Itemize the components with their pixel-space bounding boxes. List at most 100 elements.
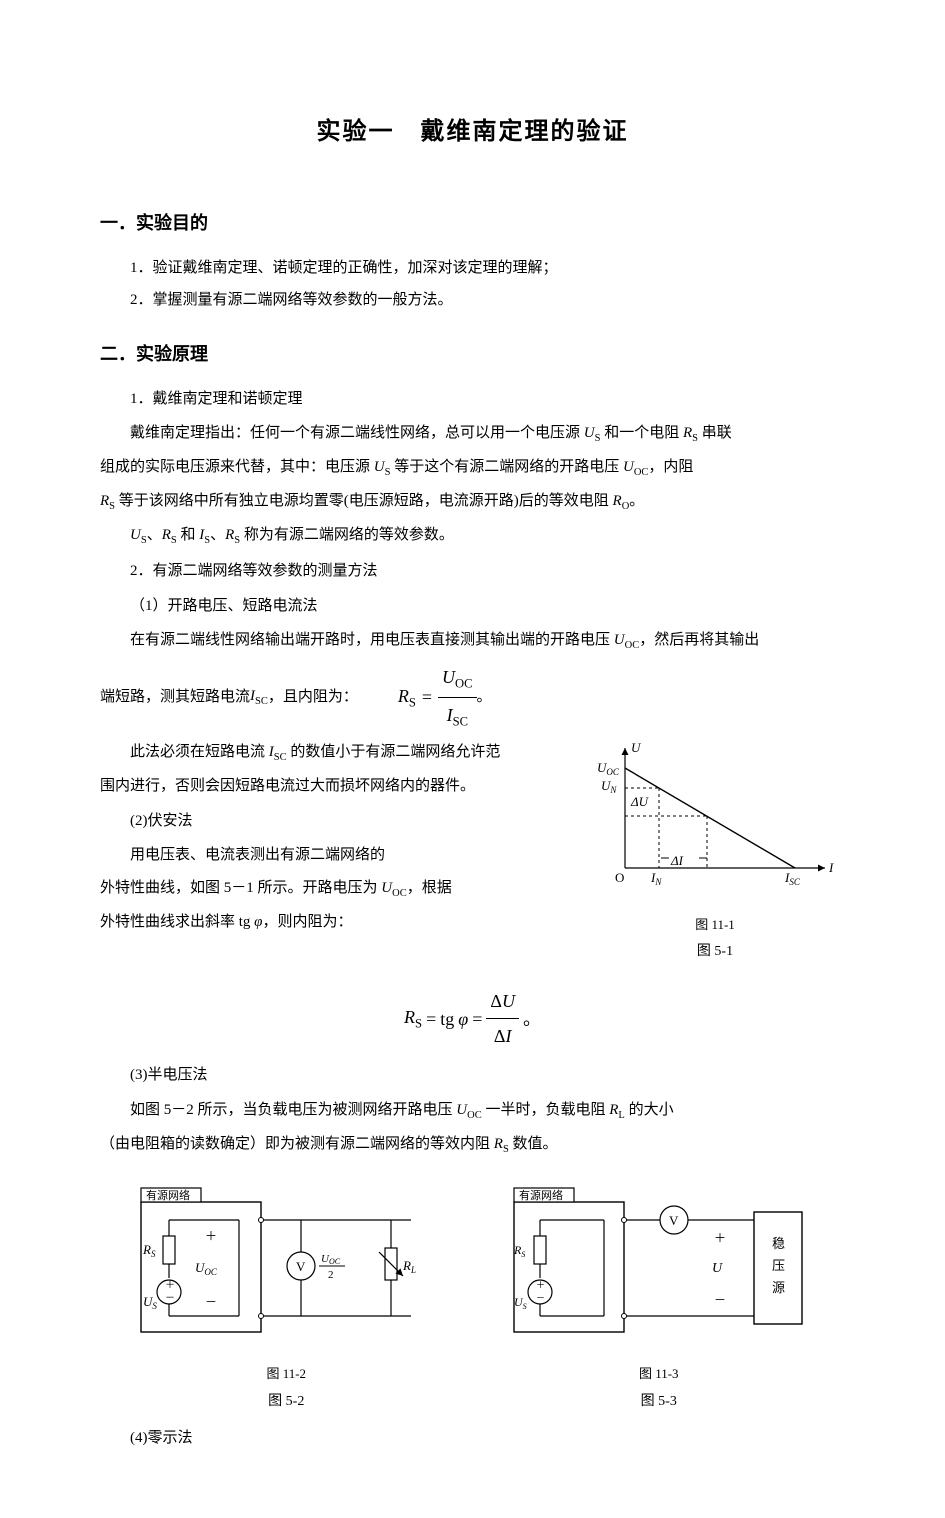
method3-heading: (3)半电压法: [100, 1061, 845, 1090]
fig2-rl: RL: [402, 1258, 416, 1275]
m3-p2: （由电阻箱的读数确定）即为被测有源二端网络的等效内阻 RS 数值。: [100, 1130, 845, 1160]
m3-p1: 如图 5－2 所示，当负载电压为被测网络开路电压 UOC 一半时，负载电阻 RL…: [100, 1096, 845, 1126]
circuit-5-3-svg: 有源网络 RS ＋ － US V ＋ U －: [504, 1178, 814, 1348]
chart-5-1-svg: ΔU ΔI UOC UN O IN ISC U I: [585, 738, 845, 898]
text: 一半时，负载电阻: [482, 1102, 610, 1118]
fig3-caption: 图 5-3: [504, 1389, 814, 1416]
page-title: 实验一 戴维南定理的验证: [100, 110, 845, 156]
text: 和: [177, 527, 200, 543]
formula-rs-tgphi: RS = tgφ = ΔU ΔI 。: [100, 984, 845, 1053]
text: ，然后再将其输出: [639, 632, 759, 648]
label-origin: O: [615, 870, 624, 885]
sym-uoc: UOC: [623, 459, 648, 475]
sym-us: US: [584, 425, 601, 441]
label-uoc: UOC: [597, 760, 620, 777]
sym-isc: ISC: [250, 682, 268, 712]
section1-item1: 1．验证戴维南定理、诺顿定理的正确性，加深对该定理的理解；: [100, 254, 845, 283]
text: ，内阻: [648, 459, 693, 475]
text: 端短路，测其短路电流: [100, 683, 250, 712]
text: 等于该网络中所有独立电源均置零(电压源短路，电流源开路)后的等效电阻: [115, 493, 613, 509]
text: 串联: [698, 425, 732, 441]
section2-p3: RS 等于该网络中所有独立电源均置零(电压源短路，电流源开路)后的等效电阻 RO…: [100, 487, 845, 517]
section2-sub1: 1．戴维南定理和诺顿定理: [100, 385, 845, 414]
fig2-box-label: 有源网络: [146, 1188, 190, 1202]
fig3-box-label: 有源网络: [519, 1188, 563, 1202]
fig3-caption-small: 图 11-3: [504, 1362, 814, 1387]
fig3-src-3: 源: [772, 1280, 785, 1295]
method4-heading: (4)零示法: [100, 1424, 845, 1453]
sym-uoc: UOC: [614, 632, 639, 648]
text: 的数值小于有源二端网络允许范: [287, 744, 501, 760]
text: 等于这个有源二端网络的开路电压: [390, 459, 623, 475]
fig2-uoc2-den: 2: [328, 1269, 334, 1281]
fig2-us: US: [143, 1294, 157, 1311]
text: 称为有源二端网络的等效参数。: [240, 527, 454, 543]
text: 戴维南定理指出：任何一个有源二端线性网络，总可以用一个电压源: [130, 425, 584, 441]
fig2-uoc2-num: UOC: [321, 1253, 341, 1266]
minus-icon: －: [205, 1295, 217, 1309]
section1-heading: 一．实验目的: [100, 206, 845, 240]
label-deltaU: ΔU: [630, 794, 650, 809]
sym-rl: RL: [609, 1102, 625, 1118]
text: （由电阻箱的读数确定）即为被测有源二端网络的等效内阻: [100, 1136, 494, 1152]
text: 外特性曲线，如图 5－1 所示。开路电压为: [100, 880, 381, 896]
sym-ro: RO: [613, 493, 630, 509]
text: 、: [210, 527, 225, 543]
fig3-u: U: [712, 1261, 723, 1276]
text: 。: [477, 683, 492, 712]
text: 如图 5－2 所示，当负载电压为被测网络开路电压: [130, 1102, 456, 1118]
axis-i: I: [828, 860, 834, 875]
fig1-caption: 图 5-1: [585, 939, 845, 966]
minus-icon: －: [165, 1293, 175, 1304]
text: 的大小: [625, 1102, 674, 1118]
sym-isc: ISC: [269, 744, 287, 760]
text: 数值。: [509, 1136, 558, 1152]
section1-item2: 2．掌握测量有源二端网络等效参数的一般方法。: [100, 286, 845, 315]
fig2-caption: 图 5-2: [131, 1389, 441, 1416]
minus-icon: －: [536, 1293, 545, 1303]
label-in: IN: [650, 870, 662, 887]
text: 和一个电阻: [600, 425, 683, 441]
sym-rs: RS: [683, 425, 698, 441]
sym-rs: RS: [225, 527, 240, 543]
m1-p1: 在有源二端线性网络输出端开路时，用电压表直接测其输出端的开路电压 UOC，然后再…: [100, 626, 845, 656]
fig2-caption-small: 图 11-2: [131, 1362, 441, 1387]
fig2-uoc: UOC: [195, 1260, 218, 1277]
figure-row: 有源网络 RS ＋ － US ＋ UOC － V: [100, 1178, 845, 1416]
label-un: UN: [601, 778, 617, 795]
sym-uoc: UOC: [381, 880, 406, 896]
minus-icon: －: [714, 1293, 726, 1307]
text: 在有源二端线性网络输出端开路时，用电压表直接测其输出端的开路电压: [130, 632, 614, 648]
plus-icon: ＋: [536, 1280, 545, 1290]
sym-us: US: [374, 459, 391, 475]
text: ，则内阻为：: [262, 914, 352, 930]
section2-heading: 二．实验原理: [100, 337, 845, 371]
method1-heading: （1）开路电压、短路电流法: [100, 592, 845, 621]
fig1-caption-small: 图 11-1: [585, 913, 845, 938]
figure-5-2: 有源网络 RS ＋ － US ＋ UOC － V: [131, 1178, 441, 1416]
label-deltaI: ΔI: [670, 853, 684, 868]
sym-us: US: [130, 527, 147, 543]
text: 、: [147, 527, 162, 543]
sym-rs: RS: [162, 527, 177, 543]
text: 外特性曲线求出斜率 tg: [100, 914, 254, 930]
text: 组成的实际电压源来代替，其中：电压源: [100, 459, 374, 475]
fig3-us: US: [514, 1295, 527, 1311]
section2-p1: 戴维南定理指出：任何一个有源二端线性网络，总可以用一个电压源 US 和一个电阻 …: [100, 419, 845, 449]
fig3-src-2: 压: [772, 1258, 785, 1273]
voltmeter-icon: V: [296, 1259, 306, 1274]
sym-rs: RS: [494, 1136, 509, 1152]
figure-5-3: 有源网络 RS ＋ － US V ＋ U －: [504, 1178, 814, 1416]
section2-p4: US、RS 和 IS、RS 称为有源二端网络的等效参数。: [100, 521, 845, 551]
axis-u: U: [631, 740, 642, 755]
figure-5-1: ΔU ΔI UOC UN O IN ISC U I 图 11-1 图 5-1: [585, 738, 845, 966]
text: 。: [629, 493, 644, 509]
plus-icon: ＋: [714, 1231, 726, 1245]
plus-icon: ＋: [165, 1280, 175, 1291]
m1-p2: 端短路，测其短路电流 ISC，且内阻为： RS = UOC ISC 。: [100, 660, 845, 734]
plus-icon: ＋: [205, 1229, 217, 1243]
text: 此法必须在短路电流: [130, 744, 269, 760]
label-isc: ISC: [784, 870, 801, 887]
formula-rs: RS = UOC ISC: [398, 660, 477, 734]
voltmeter-icon: V: [669, 1213, 679, 1228]
